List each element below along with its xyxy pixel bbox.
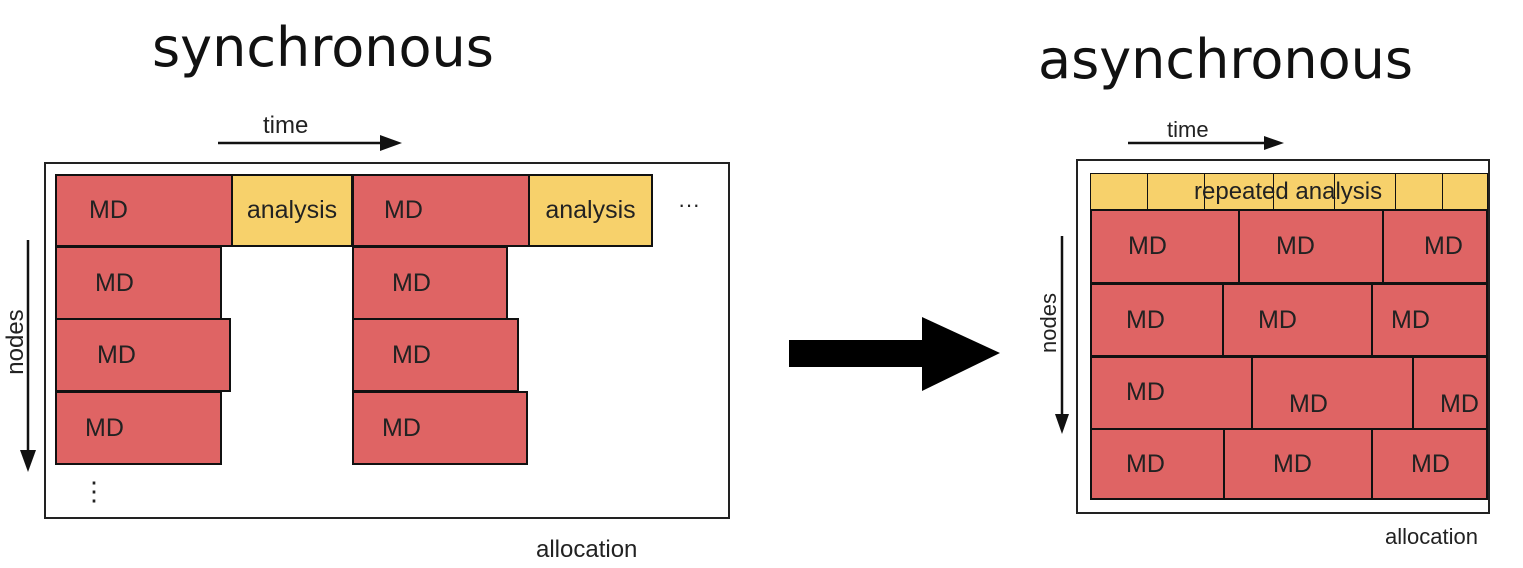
nodes-label-right: nodes: [1036, 293, 1061, 353]
nodes-label-left: nodes: [2, 309, 29, 375]
md-block: MD: [352, 174, 530, 247]
nodes-arrow-right: [1055, 236, 1069, 434]
analysis-block: analysis: [528, 174, 653, 247]
analysis-segment: [1090, 173, 1148, 210]
analysis-segment: [1334, 173, 1396, 210]
md-block: MD: [1371, 428, 1488, 500]
md-block: MD: [1251, 356, 1414, 430]
analysis-segment: [1147, 173, 1205, 210]
md-block: MD: [1090, 283, 1224, 357]
ellipsis-horizontal: ···: [678, 192, 700, 217]
repeated-analysis-label: repeated analysis: [1194, 178, 1383, 205]
md-block: MD: [55, 246, 222, 320]
allocation-label-left: allocation: [536, 536, 638, 563]
analysis-segment: [1395, 173, 1443, 210]
time-arrow-left: [218, 135, 402, 151]
analysis-segment: [1442, 173, 1488, 210]
md-block: MD: [1371, 283, 1488, 357]
md-block: MD: [1382, 209, 1488, 284]
md-block: MD: [352, 391, 528, 465]
md-block: MD: [55, 174, 233, 247]
md-block: MD: [352, 246, 508, 320]
analysis-block: analysis: [231, 174, 353, 247]
md-block: MD: [1238, 209, 1384, 284]
analysis-segment: [1273, 173, 1335, 210]
nodes-arrow-left: [20, 240, 36, 472]
time-label-right: time: [1167, 117, 1209, 142]
md-block: MD: [1090, 428, 1225, 500]
md-block: MD: [1090, 356, 1253, 430]
time-arrow-right: [1128, 136, 1284, 150]
md-block: MD: [1412, 356, 1488, 430]
allocation-label-right: allocation: [1385, 524, 1478, 549]
md-block: MD: [1222, 283, 1373, 357]
md-block: MD: [1090, 209, 1240, 284]
md-block: MD: [1223, 428, 1373, 500]
md-block: MD: [55, 318, 231, 392]
md-block: MD: [352, 318, 519, 392]
synchronous-title: synchronous: [152, 16, 494, 79]
asynchronous-title: asynchronous: [1038, 28, 1413, 91]
transition-arrow: [789, 317, 1000, 391]
md-block: MD: [55, 391, 222, 465]
time-label-left: time: [263, 112, 309, 139]
analysis-segment: [1204, 173, 1274, 210]
ellipsis-vertical: ⋮: [81, 476, 107, 506]
